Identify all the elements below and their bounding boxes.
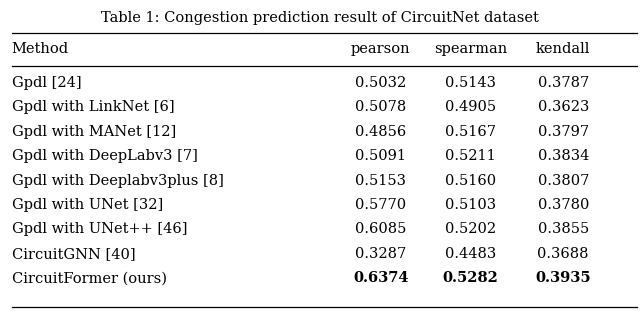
Text: 0.5091: 0.5091 bbox=[355, 149, 406, 163]
Text: Table 1: Congestion prediction result of CircuitNet dataset: Table 1: Congestion prediction result of… bbox=[101, 11, 539, 25]
Text: 0.3623: 0.3623 bbox=[538, 100, 589, 114]
Text: Method: Method bbox=[12, 42, 68, 55]
Text: Gpdl with UNet++ [46]: Gpdl with UNet++ [46] bbox=[12, 223, 187, 236]
Text: Gpdl [24]: Gpdl [24] bbox=[12, 76, 81, 90]
Text: 0.5153: 0.5153 bbox=[355, 174, 406, 187]
Text: 0.4483: 0.4483 bbox=[445, 247, 496, 261]
Text: 0.5202: 0.5202 bbox=[445, 223, 496, 236]
Text: 0.6085: 0.6085 bbox=[355, 223, 406, 236]
Text: 0.3855: 0.3855 bbox=[538, 223, 589, 236]
Text: CircuitFormer (ours): CircuitFormer (ours) bbox=[12, 271, 166, 285]
Text: 0.5143: 0.5143 bbox=[445, 76, 496, 90]
Text: 0.3834: 0.3834 bbox=[538, 149, 589, 163]
Text: Gpdl with Deeplabv3plus [8]: Gpdl with Deeplabv3plus [8] bbox=[12, 174, 223, 187]
Text: 0.5078: 0.5078 bbox=[355, 100, 406, 114]
Text: 0.3787: 0.3787 bbox=[538, 76, 589, 90]
Text: 0.4905: 0.4905 bbox=[445, 100, 496, 114]
Text: 0.3688: 0.3688 bbox=[538, 247, 589, 261]
Text: 0.3797: 0.3797 bbox=[538, 125, 589, 139]
Text: 0.5032: 0.5032 bbox=[355, 76, 406, 90]
Text: 0.3807: 0.3807 bbox=[538, 174, 589, 187]
Text: kendall: kendall bbox=[536, 42, 590, 55]
Text: 0.5211: 0.5211 bbox=[445, 149, 496, 163]
Text: Gpdl with MANet [12]: Gpdl with MANet [12] bbox=[12, 125, 176, 139]
Text: 0.5160: 0.5160 bbox=[445, 174, 496, 187]
Text: 0.4856: 0.4856 bbox=[355, 125, 406, 139]
Text: 0.5167: 0.5167 bbox=[445, 125, 496, 139]
Text: 0.3935: 0.3935 bbox=[536, 271, 591, 285]
Text: pearson: pearson bbox=[351, 42, 411, 55]
Text: 0.3780: 0.3780 bbox=[538, 198, 589, 212]
Text: Gpdl with UNet [32]: Gpdl with UNet [32] bbox=[12, 198, 163, 212]
Text: 0.5770: 0.5770 bbox=[355, 198, 406, 212]
Text: Gpdl with DeepLabv3 [7]: Gpdl with DeepLabv3 [7] bbox=[12, 149, 197, 163]
Text: 0.5282: 0.5282 bbox=[442, 271, 499, 285]
Text: 0.3287: 0.3287 bbox=[355, 247, 406, 261]
Text: spearman: spearman bbox=[434, 42, 507, 55]
Text: CircuitGNN [40]: CircuitGNN [40] bbox=[12, 247, 135, 261]
Text: 0.5103: 0.5103 bbox=[445, 198, 496, 212]
Text: 0.6374: 0.6374 bbox=[353, 271, 408, 285]
Text: Gpdl with LinkNet [6]: Gpdl with LinkNet [6] bbox=[12, 100, 174, 114]
